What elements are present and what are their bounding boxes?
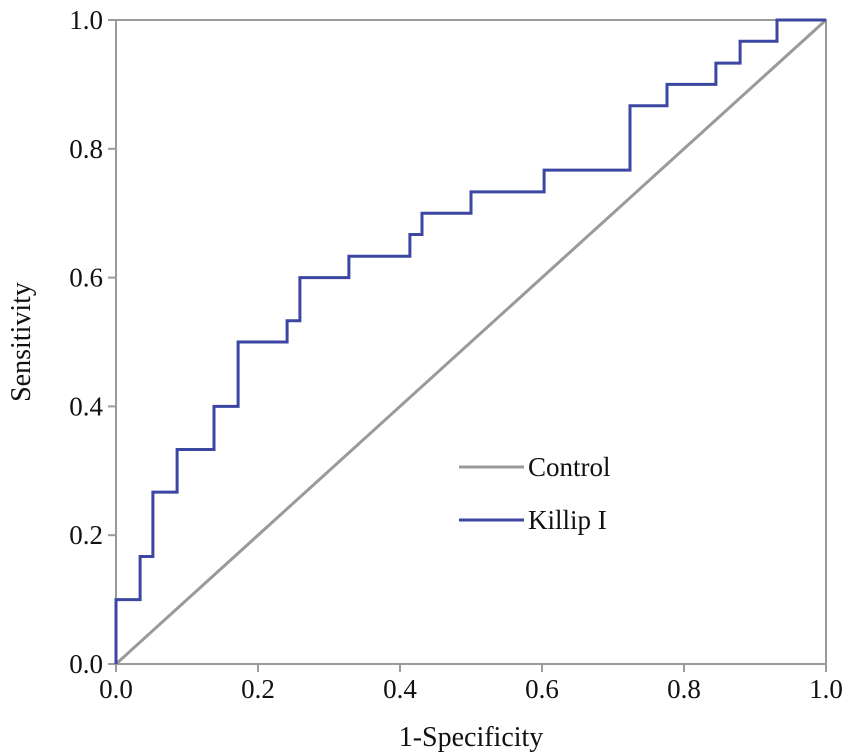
legend-label-control: Control xyxy=(528,452,611,482)
legend: Control Killip I xyxy=(459,452,611,535)
x-tick-label: 0.6 xyxy=(525,674,559,704)
y-tick-label: 0.2 xyxy=(69,520,103,550)
x-tick-label: 0.4 xyxy=(383,674,417,704)
series-line-killip-i xyxy=(114,18,826,664)
series-layer xyxy=(114,18,828,666)
series-line-control xyxy=(114,18,828,666)
y-tick-label: 0.6 xyxy=(69,263,103,293)
x-tick-label: 0.8 xyxy=(667,674,701,704)
x-tick-label: 1.0 xyxy=(809,674,843,704)
y-tick-label: 0.4 xyxy=(69,391,103,421)
y-axis-ticks: 0.0 0.2 0.4 0.6 0.8 1.0 xyxy=(69,5,116,679)
x-axis-ticks: 0.0 0.2 0.4 0.6 0.8 1.0 xyxy=(99,664,843,704)
x-tick-label: 0.2 xyxy=(241,674,275,704)
y-axis-title: Sensitivity xyxy=(6,282,37,402)
x-tick-label: 0.0 xyxy=(99,674,133,704)
x-axis-title: 1-Specificity xyxy=(399,722,544,752)
y-tick-label: 1.0 xyxy=(69,5,103,35)
y-tick-label: 0.8 xyxy=(69,134,103,164)
legend-label-killip-i: Killip I xyxy=(528,505,607,535)
y-tick-label: 0.0 xyxy=(69,649,103,679)
